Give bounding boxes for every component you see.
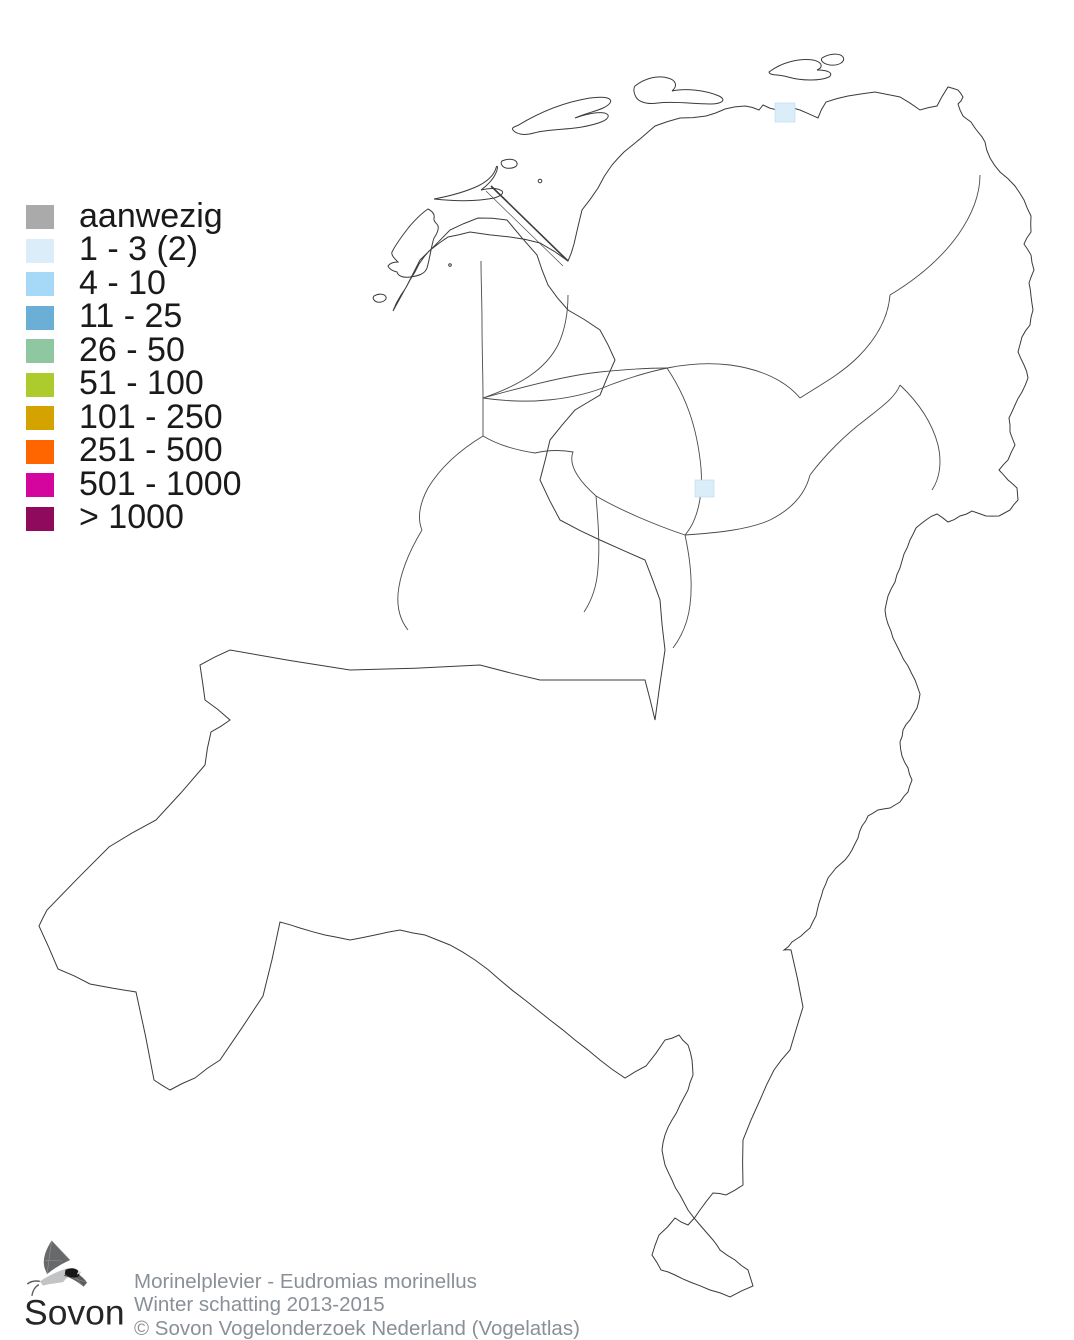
- svg-text:Sovon: Sovon: [24, 1293, 125, 1330]
